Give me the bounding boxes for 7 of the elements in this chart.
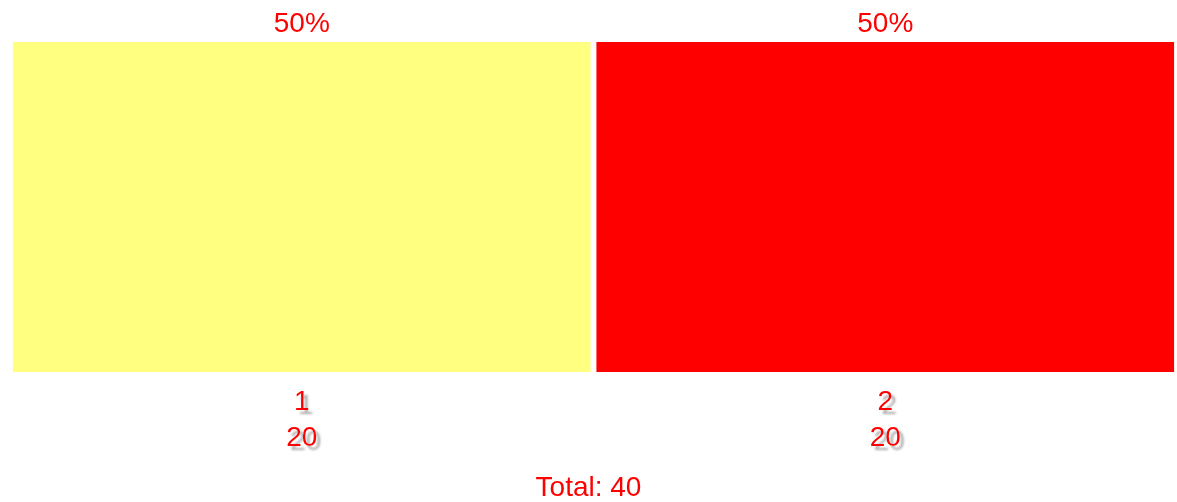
data-label: 20	[286, 420, 318, 452]
annotation: 50%	[857, 6, 914, 38]
annotation: 50%	[273, 6, 330, 38]
x-tick-label: 2	[877, 384, 894, 416]
text: Total: 40	[535, 470, 642, 502]
x-tick-label: 1	[293, 384, 310, 416]
data-label: 20	[869, 420, 901, 452]
